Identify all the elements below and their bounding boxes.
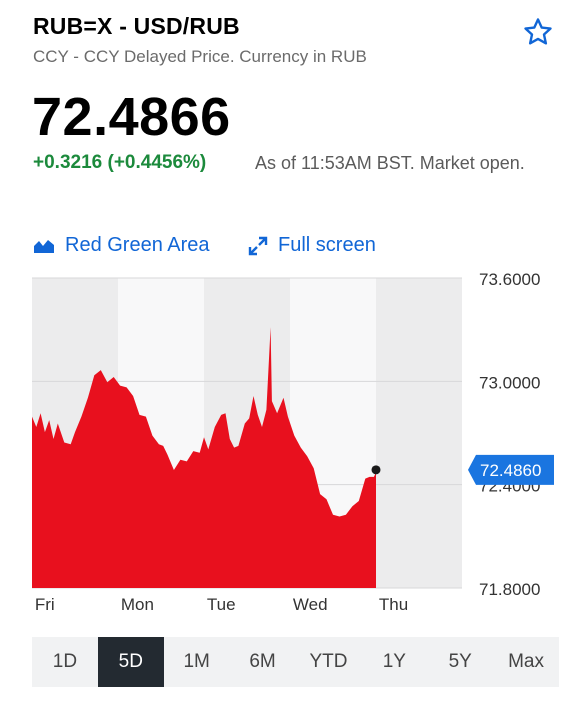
price-change: +0.3216 (+0.4456%) <box>33 152 207 173</box>
y-tick-label: 73.0000 <box>479 373 540 392</box>
range-tab-1d[interactable]: 1D <box>52 651 78 672</box>
range-tab-max[interactable]: Max <box>508 651 545 672</box>
current-value-tag <box>468 454 554 485</box>
x-tick-label: Mon <box>121 595 154 614</box>
fullscreen-button[interactable]: Full screen <box>248 234 376 257</box>
as-of-text: As of 11:53AM BST. Market open. <box>255 153 525 173</box>
x-tick-label: Tue <box>207 595 236 614</box>
x-tick-label: Thu <box>379 595 408 614</box>
quote-title: RUB=X - USD/RUB <box>33 13 240 39</box>
range-tab-6m[interactable]: 6M <box>249 651 276 672</box>
x-tick-label: Fri <box>35 595 55 614</box>
range-tab-5d[interactable]: 5D <box>97 637 164 687</box>
expand-icon <box>248 236 268 255</box>
current-value-label: 72.4860 <box>480 461 541 480</box>
current-point <box>371 465 381 475</box>
range-tab-1m[interactable]: 1M <box>183 651 210 672</box>
y-tick-label: 73.6000 <box>479 270 540 289</box>
quote-subtitle: CCY - CCY Delayed Price. Currency in RUB <box>33 47 367 66</box>
y-tick-label: 71.8000 <box>479 580 540 599</box>
chart-mode-label: Red Green Area <box>65 234 210 256</box>
fullscreen-label: Full screen <box>278 234 376 256</box>
range-tab-1y[interactable]: 1Y <box>382 651 406 672</box>
price-area <box>32 327 376 588</box>
price-value: 72.4866 <box>32 87 231 147</box>
chart-mode-button[interactable]: Red Green Area <box>33 234 210 257</box>
range-tab-5y[interactable]: 5Y <box>448 651 472 672</box>
x-tick-label: Wed <box>293 595 328 614</box>
star-icon[interactable] <box>522 16 554 48</box>
area-chart-icon <box>34 239 54 253</box>
range-selector: 1D 5D 1M 6M YTD 1Y 5Y Max <box>32 637 559 687</box>
price-chart[interactable]: 73.6000 73.0000 72.4000 71.8000 72.4860 Fri Mo… <box>0 270 576 620</box>
range-tab-ytd[interactable]: YTD <box>309 651 348 672</box>
day-band <box>376 278 462 588</box>
